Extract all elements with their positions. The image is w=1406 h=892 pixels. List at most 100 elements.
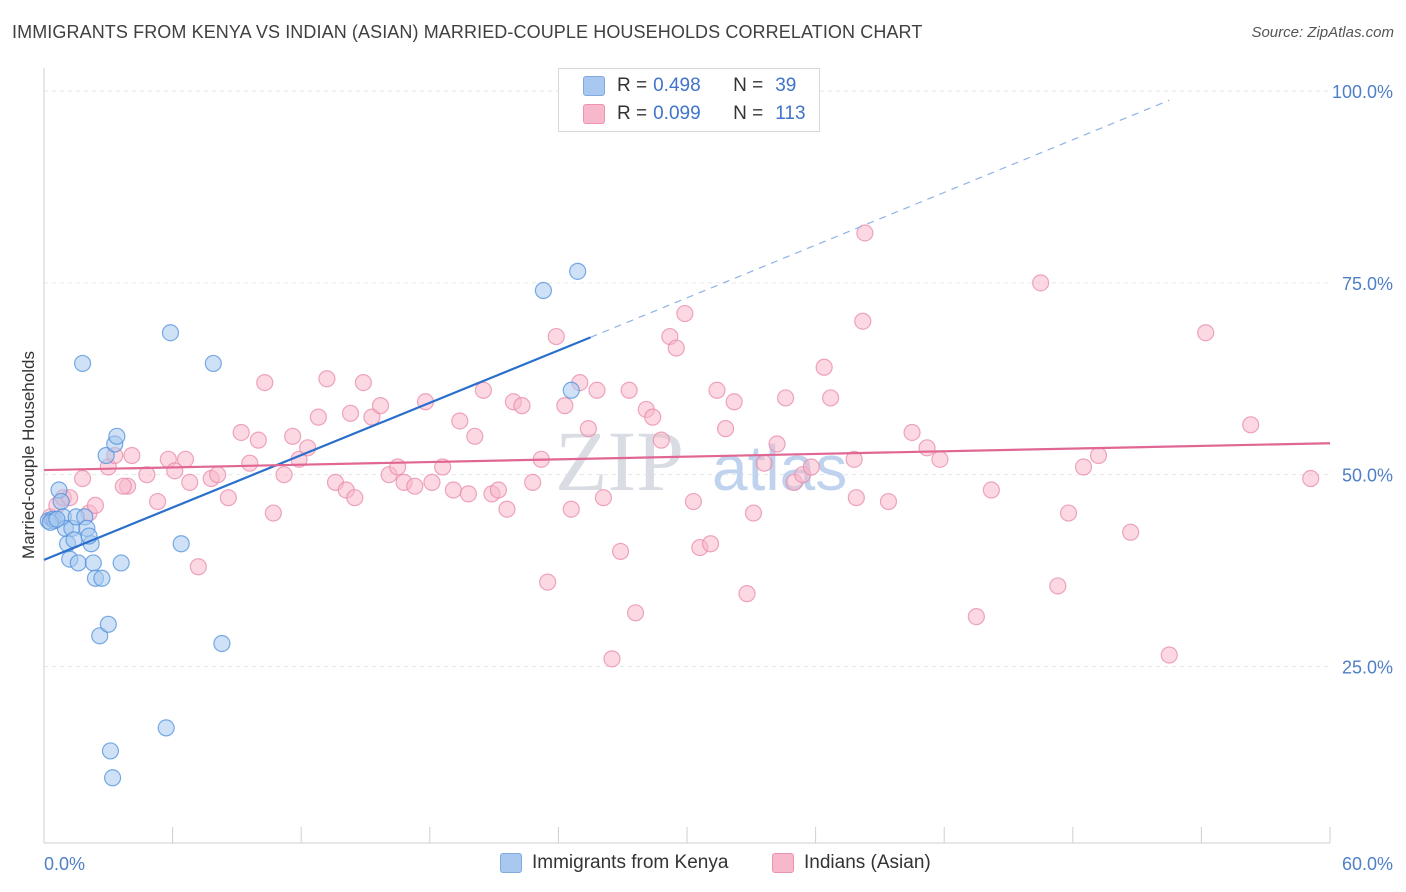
indian-point <box>815 358 833 376</box>
legend-swatch-kenya <box>583 76 605 96</box>
y-tick-label: 75.0% <box>1342 274 1393 294</box>
indian-point <box>547 327 565 346</box>
series-swatch-kenya <box>500 853 522 873</box>
indian-point <box>148 492 167 511</box>
indian-point <box>879 492 898 511</box>
indian-point <box>354 374 372 392</box>
indian-point <box>845 450 863 468</box>
indian-point <box>346 489 364 507</box>
x-axis-ticks <box>43 827 1331 843</box>
indian-point <box>603 650 621 668</box>
indian-point <box>489 481 507 499</box>
x-tick-label-min: 0.0% <box>44 854 85 874</box>
indian-point <box>444 481 462 499</box>
legend-r-value: 0.498 <box>653 75 701 96</box>
legend-n-label: N = <box>733 103 764 124</box>
series-swatch-indians <box>772 853 794 873</box>
indian-point <box>474 381 492 399</box>
kenya-point <box>172 535 190 553</box>
kenya-point <box>93 569 111 587</box>
kenya-point <box>73 354 92 373</box>
indian-point <box>73 469 92 488</box>
kenya-point <box>562 381 580 399</box>
trend-lines <box>43 99 1331 561</box>
indian-point <box>652 431 670 449</box>
indian-point <box>275 466 293 484</box>
kenya-point <box>213 634 231 653</box>
indian-point <box>513 397 531 415</box>
indian-point <box>389 458 407 476</box>
indian-point <box>594 489 613 507</box>
y-tick-label: 50.0% <box>1342 466 1393 486</box>
indian-point <box>755 454 773 472</box>
indian-point <box>768 435 786 453</box>
indian-point <box>256 374 274 392</box>
series-legend: Immigrants from Kenya Indians (Asian) <box>0 852 1406 878</box>
kenya-point <box>161 324 180 342</box>
indian-point <box>232 423 250 442</box>
kenya-point <box>101 742 120 760</box>
indian-point <box>189 558 207 576</box>
indian-point <box>667 339 685 357</box>
kenya-point <box>69 554 87 572</box>
indian-point <box>219 489 237 507</box>
indian-point <box>847 489 865 507</box>
y-tick-label: 100.0% <box>1332 82 1393 102</box>
indian-point <box>176 450 195 468</box>
indian-point <box>1049 577 1067 595</box>
indian-point <box>1302 469 1320 488</box>
legend-n-value: 113 <box>775 103 806 124</box>
watermark-zip: ZIP <box>555 413 684 509</box>
indian-point <box>903 423 921 442</box>
indian-point <box>524 473 542 491</box>
indian-point <box>931 450 949 468</box>
indian-point <box>241 454 259 472</box>
indian-point <box>725 393 743 411</box>
kenya-point <box>52 492 70 511</box>
chart-title: IMMIGRANTS FROM KENYA VS INDIAN (ASIAN) … <box>12 22 923 42</box>
series-label-kenya: Immigrants from Kenya <box>532 852 729 873</box>
indian-point <box>822 389 840 407</box>
legend-n-label: N = <box>733 75 764 96</box>
correlation-legend: R = 0.498 N = 39 R = 0.099 N = 113 <box>558 68 820 132</box>
legend-r-label: R = <box>617 75 648 96</box>
indian-point <box>1032 274 1050 292</box>
kenya-point <box>569 262 587 280</box>
indian-point <box>676 304 694 323</box>
indian-point <box>644 408 662 426</box>
indian-point <box>249 431 267 449</box>
indian-point <box>1197 324 1215 342</box>
series-legend-indians: Indians (Asian) <box>772 852 931 874</box>
indian-point <box>918 439 936 457</box>
indian-point <box>744 504 763 522</box>
indian-point <box>588 381 606 399</box>
x-tick-label-max: 60.0% <box>1342 854 1393 874</box>
kenya-point <box>97 446 115 465</box>
indian-point <box>738 585 756 603</box>
indian-point <box>309 408 327 426</box>
data-points <box>39 224 1320 787</box>
indian-point <box>181 473 199 491</box>
indian-point <box>341 404 360 422</box>
indian-point <box>209 466 227 484</box>
kenya-point <box>534 281 552 300</box>
indian-point <box>466 427 484 445</box>
indian-point <box>363 408 381 426</box>
indian-point <box>451 412 469 430</box>
indian-point <box>684 492 703 511</box>
kenya-trend-line <box>43 336 591 561</box>
y-axis-label: Married-couple Households <box>19 351 38 559</box>
indian-point <box>1122 523 1140 541</box>
indian-point <box>620 381 638 399</box>
indian-point <box>138 466 156 484</box>
indian-point <box>854 312 872 330</box>
kenya-point <box>91 627 109 645</box>
kenya-point <box>108 427 126 445</box>
kenya-point <box>84 554 102 572</box>
indian-point <box>1074 458 1093 476</box>
indian-point <box>562 500 580 518</box>
indian-point <box>123 446 141 465</box>
series-legend-kenya: Immigrants from Kenya <box>500 852 728 874</box>
indian-point <box>802 458 820 476</box>
indian-point <box>1089 446 1108 465</box>
